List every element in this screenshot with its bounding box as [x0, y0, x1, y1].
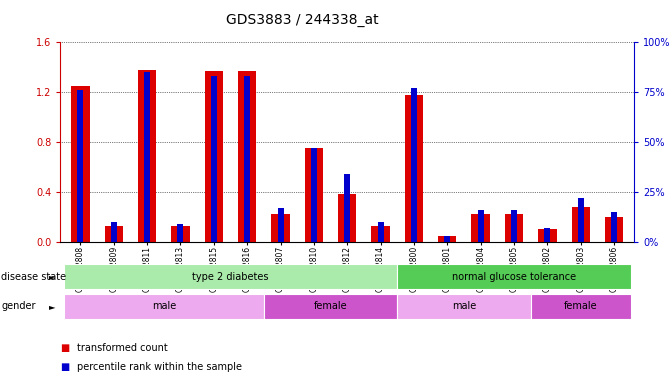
Text: normal glucose tolerance: normal glucose tolerance: [452, 272, 576, 282]
Bar: [171, 226, 190, 242]
Bar: [205, 71, 223, 242]
Bar: [64, 294, 264, 319]
Bar: [511, 210, 517, 242]
Bar: [238, 71, 256, 242]
Text: male: male: [452, 301, 476, 311]
Bar: [311, 148, 317, 242]
Text: female: female: [564, 301, 598, 311]
Bar: [411, 88, 417, 242]
Text: percentile rank within the sample: percentile rank within the sample: [77, 362, 242, 372]
Bar: [271, 214, 290, 242]
Bar: [531, 294, 631, 319]
Bar: [138, 70, 156, 242]
Bar: [611, 212, 617, 242]
Bar: [444, 236, 450, 242]
Bar: [77, 90, 83, 242]
Text: disease state: disease state: [1, 272, 66, 282]
Bar: [538, 230, 556, 242]
Bar: [478, 210, 484, 242]
Bar: [305, 148, 323, 242]
Text: type 2 diabetes: type 2 diabetes: [193, 272, 269, 282]
Text: ►: ►: [48, 272, 55, 281]
Bar: [144, 72, 150, 242]
Text: female: female: [314, 301, 348, 311]
Text: gender: gender: [1, 301, 36, 311]
Text: ■: ■: [60, 362, 70, 372]
Bar: [572, 207, 590, 242]
Bar: [397, 264, 631, 290]
Text: transformed count: transformed count: [77, 343, 168, 353]
Bar: [472, 214, 490, 242]
Bar: [111, 222, 117, 242]
Bar: [438, 236, 456, 242]
Bar: [344, 174, 350, 242]
Bar: [244, 76, 250, 242]
Bar: [211, 76, 217, 242]
Bar: [372, 226, 390, 242]
Bar: [64, 264, 397, 290]
Bar: [397, 294, 531, 319]
Bar: [378, 222, 384, 242]
Bar: [605, 217, 623, 242]
Bar: [338, 195, 356, 242]
Bar: [278, 208, 284, 242]
Text: ■: ■: [60, 343, 70, 353]
Bar: [71, 86, 89, 242]
Text: ►: ►: [48, 302, 55, 311]
Bar: [405, 95, 423, 242]
Bar: [578, 198, 584, 242]
Bar: [505, 214, 523, 242]
Text: male: male: [152, 301, 176, 311]
Bar: [264, 294, 397, 319]
Text: GDS3883 / 244338_at: GDS3883 / 244338_at: [225, 13, 378, 27]
Bar: [105, 226, 123, 242]
Bar: [544, 228, 550, 242]
Bar: [177, 224, 183, 242]
